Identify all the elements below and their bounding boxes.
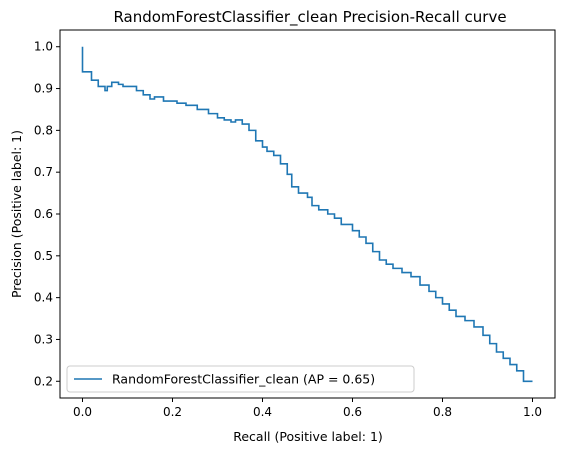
x-axis-ticks: 0.0 0.2 0.4 0.6 0.8 1.0 (73, 398, 542, 419)
legend-box (66, 365, 415, 393)
y-tick-label: 0.9 (34, 82, 53, 96)
x-tick-label: 0.2 (163, 405, 182, 419)
x-tick-label: 0.6 (343, 405, 362, 419)
y-tick-label: 0.8 (34, 123, 53, 137)
legend-entry-label: RandomForestClassifier_clean (AP = 0.65) (112, 372, 375, 387)
y-axis-label: Precision (Positive label: 1) (9, 130, 24, 298)
x-tick-label: 0.4 (253, 405, 272, 419)
x-tick-label: 1.0 (523, 405, 542, 419)
y-tick-label: 0.4 (34, 291, 53, 305)
y-tick-label: 0.6 (34, 207, 53, 221)
precision-recall-curve (81, 46, 533, 383)
y-tick-label: 1.0 (34, 40, 53, 54)
y-axis-ticks: 0.2 0.3 0.4 0.5 0.6 0.7 0.8 0.9 1.0 (34, 40, 60, 388)
y-tick-label: 0.3 (34, 332, 53, 346)
y-tick-label: 0.2 (34, 374, 53, 388)
y-tick-label: 0.7 (34, 165, 53, 179)
x-tick-label: 0.0 (73, 405, 92, 419)
x-axis-label: Recall (Positive label: 1) (233, 429, 383, 444)
y-tick-label: 0.5 (34, 249, 53, 263)
x-tick-label: 0.8 (433, 405, 452, 419)
chart-title: RandomForestClassifier_clean Precision-R… (113, 8, 506, 27)
plot-area (59, 29, 556, 399)
legend: RandomForestClassifier_clean (AP = 0.65) (66, 365, 415, 393)
